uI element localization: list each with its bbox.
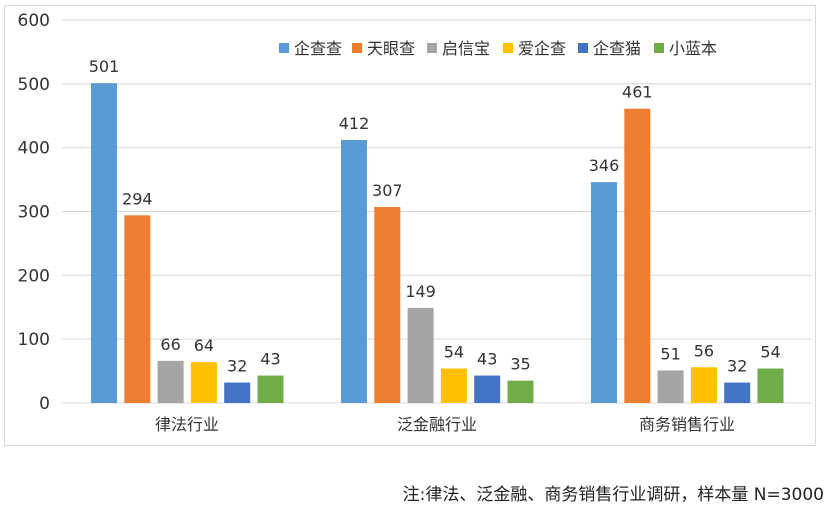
legend-swatch xyxy=(654,43,664,53)
data-label: 461 xyxy=(622,83,653,102)
legend-swatch xyxy=(352,43,362,53)
legend-swatch xyxy=(279,43,289,53)
legend-label: 启信宝 xyxy=(442,39,490,58)
data-label: 66 xyxy=(160,335,180,354)
data-label: 51 xyxy=(660,344,680,363)
y-tick-label: 500 xyxy=(18,75,50,95)
bar xyxy=(591,182,617,403)
y-tick-label: 100 xyxy=(18,330,50,350)
bar xyxy=(190,362,217,403)
legend-swatch xyxy=(578,43,588,53)
bar xyxy=(407,307,434,403)
data-label: 32 xyxy=(727,357,747,376)
bar xyxy=(440,368,467,403)
legend-label: 天眼查 xyxy=(367,39,415,58)
bar xyxy=(124,215,151,403)
bar xyxy=(724,382,751,403)
bar xyxy=(374,207,401,403)
bar xyxy=(474,375,501,403)
bar xyxy=(690,367,717,403)
legend-label: 企查查 xyxy=(294,39,342,58)
data-label: 54 xyxy=(444,343,464,362)
y-tick-label: 600 xyxy=(18,11,50,31)
legend-swatch xyxy=(503,43,513,53)
legend-label: 小蓝本 xyxy=(669,39,717,58)
data-label: 43 xyxy=(477,350,497,369)
data-label: 501 xyxy=(89,57,120,76)
data-label: 54 xyxy=(760,343,780,362)
footnote: 注:律法、泛金融、商务销售行业调研，样本量 N=3000 xyxy=(402,485,824,505)
data-label: 294 xyxy=(122,189,153,208)
y-tick-label: 0 xyxy=(39,394,50,414)
bar xyxy=(157,360,184,403)
bar xyxy=(657,370,684,403)
bar xyxy=(224,382,251,403)
y-tick-label: 200 xyxy=(18,266,50,286)
legend-label: 爱企查 xyxy=(518,39,566,58)
x-tick-label: 律法行业 xyxy=(155,415,219,434)
data-label: 56 xyxy=(694,341,714,360)
legend-swatch xyxy=(427,43,437,53)
data-label: 412 xyxy=(339,114,370,133)
data-label: 43 xyxy=(260,350,280,369)
data-label: 64 xyxy=(194,336,214,355)
x-tick-label: 商务销售行业 xyxy=(639,415,735,434)
bar xyxy=(257,375,284,403)
y-tick-label: 300 xyxy=(18,203,50,223)
y-tick-label: 400 xyxy=(18,139,50,159)
legend-label: 企查猫 xyxy=(593,39,641,58)
bar xyxy=(91,83,117,403)
x-tick-label: 泛金融行业 xyxy=(397,415,477,434)
bar xyxy=(757,368,784,403)
data-label: 35 xyxy=(510,355,530,374)
data-label: 32 xyxy=(227,357,247,376)
bar xyxy=(341,140,367,404)
data-label: 149 xyxy=(405,282,436,301)
data-label: 346 xyxy=(589,156,620,175)
bar xyxy=(507,380,534,403)
bar xyxy=(624,108,651,403)
data-label: 307 xyxy=(372,181,403,200)
